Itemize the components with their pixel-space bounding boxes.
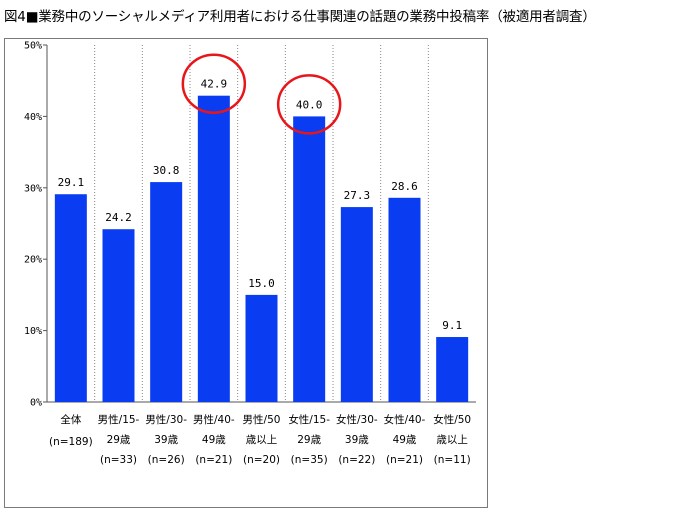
bar [197,95,230,402]
category-label: 女性/50 [433,413,471,426]
category-label: 全体 [60,413,81,426]
category-label: (n=21) [195,454,232,466]
highlight-circle [276,74,342,135]
bar-value-label: 24.2 [105,211,132,224]
category-label: 29歳 [297,434,321,446]
y-tick-label: 20% [24,255,42,266]
category-label: 29歳 [107,434,131,446]
chart-title: 図4■業務中のソーシャルメディア利用者における仕事関連の話題の業務中投稿率（被適… [4,9,596,25]
category-label: (n=33) [100,454,137,466]
category-label: 39歳 [345,434,369,446]
highlight-circle [181,53,247,114]
category-label: 49歳 [393,434,417,446]
bar [150,182,183,402]
y-tick-label: 0% [30,398,42,409]
bar [340,207,373,402]
category-label: 女性/40- [384,413,426,426]
bar [54,194,87,402]
category-label: (n=189) [49,436,93,448]
category-label: 男性/50 [243,413,281,426]
bar-value-label: 42.9 [201,78,228,91]
bar [245,294,278,402]
bar-value-label: 30.8 [153,164,180,177]
bar [436,337,469,402]
category-label: (n=21) [386,454,423,466]
bar-value-label: 9.1 [442,319,462,332]
category-label: (n=22) [338,454,375,466]
bar-value-label: 15.0 [248,277,275,290]
category-label: 男性/30- [145,413,187,426]
category-label: 女性/30- [336,413,378,426]
bar [102,229,135,402]
category-label: (n=35) [291,454,328,466]
category-label: 男性/15- [98,413,140,426]
category-label: 女性/15- [288,413,330,426]
bar-value-label: 27.3 [344,189,371,202]
bar-chart: 0% 10% 20% 30% 40% 50% 29.1 全体 (n=189) 24.2 男性/15-… [24,41,476,466]
category-label: 歳以上 [436,434,468,446]
category-label: (n=20) [243,454,280,466]
chart-frame: 0% 10% 20% 30% 40% 50% 29.1 全体 (n=189) 24.2 男性/15-… [4,38,488,508]
y-tick-label: 30% [24,183,42,194]
category-label: 49歳 [202,434,226,446]
bar-value-label: 40.0 [296,98,323,111]
y-tick-label: 40% [24,112,42,123]
bar [388,197,421,402]
category-label: (n=26) [148,454,185,466]
category-label: 39歳 [154,434,178,446]
category-label: 歳以上 [246,434,278,446]
bar-value-label: 29.1 [58,176,85,189]
y-tick-label: 50% [24,41,42,52]
bar-value-label: 28.6 [391,180,418,193]
category-label: 男性/40- [193,413,235,426]
bar [293,116,326,403]
category-label: (n=11) [434,454,471,466]
y-tick-label: 10% [24,326,42,337]
